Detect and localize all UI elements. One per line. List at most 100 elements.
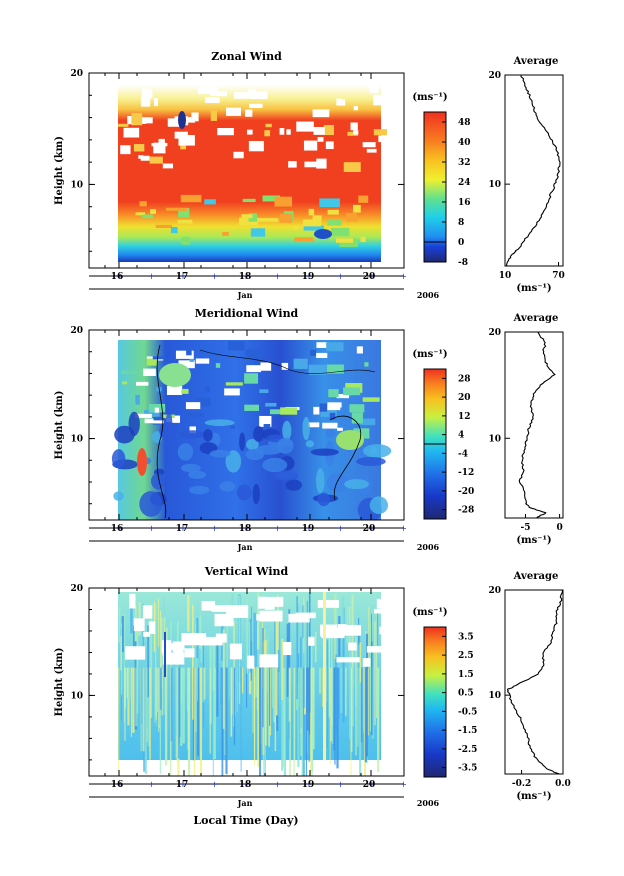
- field-cell: [303, 219, 322, 227]
- field-cell: [193, 667, 196, 776]
- field-cell: [318, 667, 322, 694]
- field-cell: [124, 667, 127, 709]
- field-cell: [159, 421, 178, 442]
- panel-meridional: Meridional Wind 20 10 Height (km) + + + + + + + + + +…: [54, 307, 564, 552]
- field-cell: [228, 341, 245, 351]
- field-cell: [145, 117, 153, 124]
- field-cell: [191, 112, 199, 122]
- field-cell: [273, 667, 275, 722]
- field-cell: [144, 92, 153, 99]
- field-cell: [326, 473, 349, 493]
- field-cell: [140, 96, 151, 107]
- average-y-tick-label: 20: [488, 71, 501, 81]
- field-cell: [297, 602, 300, 654]
- field-cell: [245, 349, 263, 358]
- field-cell: [274, 196, 293, 207]
- field-cell: [137, 448, 147, 476]
- field-cell: [356, 456, 386, 467]
- field-cell: [149, 667, 151, 760]
- field-cell: [251, 91, 268, 99]
- field-cell: [113, 491, 124, 501]
- field-cell: [210, 110, 217, 121]
- field-cell: [378, 135, 394, 143]
- field-cell: [256, 614, 259, 711]
- field-cell: [212, 640, 215, 691]
- field-cell: [315, 468, 325, 494]
- field-cell: [265, 402, 277, 407]
- field-cell: [326, 667, 328, 703]
- field-cell: [346, 606, 348, 643]
- field-cell: [224, 388, 240, 396]
- field-cell: [174, 131, 188, 139]
- panel-title: Vertical Wind: [204, 565, 289, 578]
- field-cell: [240, 667, 242, 772]
- field-cell: [274, 667, 276, 725]
- field-cell: [328, 636, 330, 718]
- field-cell: [325, 429, 336, 438]
- field-cell: [140, 667, 142, 752]
- field-cell: [280, 407, 298, 415]
- field-cell: [329, 667, 331, 765]
- average-x-tick-label: 0.0: [555, 779, 571, 789]
- colorbar-tick-label: 28: [458, 374, 471, 384]
- field-cell: [360, 236, 366, 242]
- field-cell: [340, 624, 362, 636]
- x-tick-label: 17: [176, 272, 189, 282]
- field-cell: [179, 667, 181, 738]
- time-marker: +: [180, 524, 187, 533]
- field-cell: [304, 161, 317, 168]
- field-cell: [365, 633, 369, 757]
- time-marker: +: [211, 272, 218, 281]
- colorbar-tick-label: 24: [458, 178, 471, 188]
- colorbar-tick-label: -28: [458, 506, 474, 516]
- month-label: Jan: [237, 542, 253, 552]
- field-cell: [288, 609, 291, 669]
- field-cell: [322, 667, 324, 707]
- heatmap-field: [118, 85, 394, 262]
- field-cell: [283, 641, 292, 656]
- field-cell: [343, 162, 361, 173]
- x-tick-label: 16: [111, 272, 124, 282]
- field-cell: [155, 224, 173, 228]
- field-cell: [339, 238, 358, 248]
- field-cell: [327, 220, 342, 226]
- field-cell: [322, 422, 338, 429]
- field-cell: [154, 407, 160, 413]
- field-cell: [166, 415, 181, 423]
- field-cell: [259, 610, 283, 622]
- field-cell: [180, 144, 187, 150]
- field-cell: [336, 99, 346, 106]
- field-cell: [153, 420, 164, 424]
- average-title: Average: [513, 571, 559, 582]
- field-cell: [337, 624, 347, 633]
- field-cell: [346, 213, 358, 222]
- x-tick-label: 18: [239, 524, 252, 534]
- field-cell: [239, 432, 246, 452]
- field-cell: [305, 440, 315, 448]
- field-cell: [258, 218, 279, 222]
- field-cell: [276, 437, 294, 454]
- field-cell: [248, 140, 264, 152]
- field-cell: [316, 342, 329, 348]
- field-cell: [362, 397, 380, 402]
- field-cell: [233, 667, 236, 745]
- colorbar-tick-label: -1.5: [458, 726, 477, 736]
- field-cell: [353, 428, 370, 439]
- field-cell: [258, 596, 267, 609]
- field-cell: [269, 667, 271, 726]
- field-cell: [178, 430, 206, 439]
- field-cell: [279, 213, 293, 223]
- colorbar-tick-label: 32: [458, 158, 471, 168]
- field-cell: [204, 97, 220, 104]
- field-cell: [297, 606, 300, 728]
- colorbar-tick-label: 0.5: [458, 689, 474, 699]
- field-cell: [229, 643, 242, 660]
- field-cell: [147, 625, 149, 698]
- field-cell: [269, 409, 288, 415]
- field-cell: [260, 362, 272, 371]
- time-marker: +: [274, 272, 281, 281]
- field-cell: [335, 630, 338, 734]
- field-cell: [187, 667, 191, 776]
- time-marker: +: [243, 780, 250, 789]
- field-cell: [131, 113, 141, 124]
